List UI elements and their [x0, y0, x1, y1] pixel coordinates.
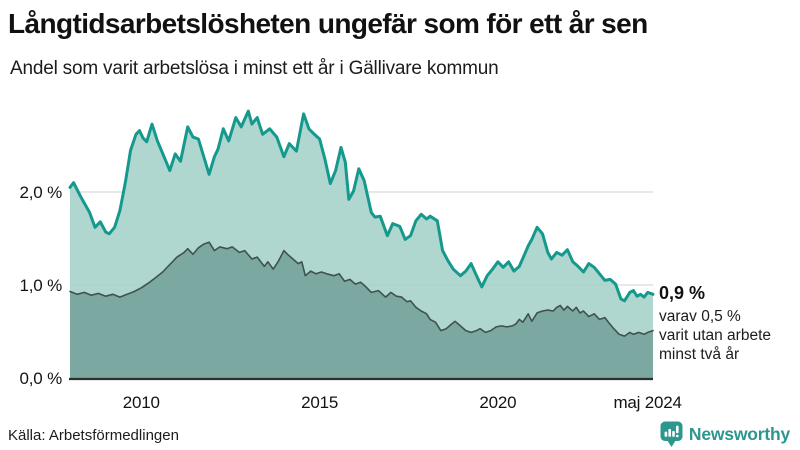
page-title: Långtidsarbetslösheten ungefär som för e… — [8, 8, 648, 39]
x-axis-label: 2010 — [122, 393, 160, 412]
brand-name: Newsworthy — [688, 424, 790, 444]
series-area-1 — [70, 242, 653, 378]
end-value-label: 0,9 % — [659, 283, 706, 303]
x-axis-label: maj 2024 — [613, 393, 682, 412]
end-sub-line-2: varit utan arbete — [659, 327, 772, 344]
end-sub-line-3: minst två år — [659, 346, 740, 363]
series-line-0 — [68, 109, 655, 303]
x-axis-label: 2020 — [479, 393, 517, 412]
end-sub-line-1: varav 0,5 % — [659, 308, 741, 325]
chart-subtitle: Andel som varit arbetslösa i minst ett å… — [10, 58, 499, 79]
end-sub-label: varav 0,5 % varit utan arbete minst två … — [659, 307, 797, 364]
x-axis-label: 2015 — [301, 393, 339, 412]
end-annotation: 0,9 % varav 0,5 % varit utan arbete mins… — [659, 283, 797, 364]
brand-logo: Newsworthy — [660, 421, 790, 448]
y-axis-label: 2,0 % — [19, 183, 63, 202]
y-axis-label: 0,0 % — [19, 369, 63, 388]
series-line-1 — [69, 241, 654, 337]
source-label: Källa: Arbetsförmedlingen — [8, 427, 179, 444]
y-axis-label: 1,0 % — [19, 276, 63, 295]
newsworthy-icon — [660, 421, 683, 447]
